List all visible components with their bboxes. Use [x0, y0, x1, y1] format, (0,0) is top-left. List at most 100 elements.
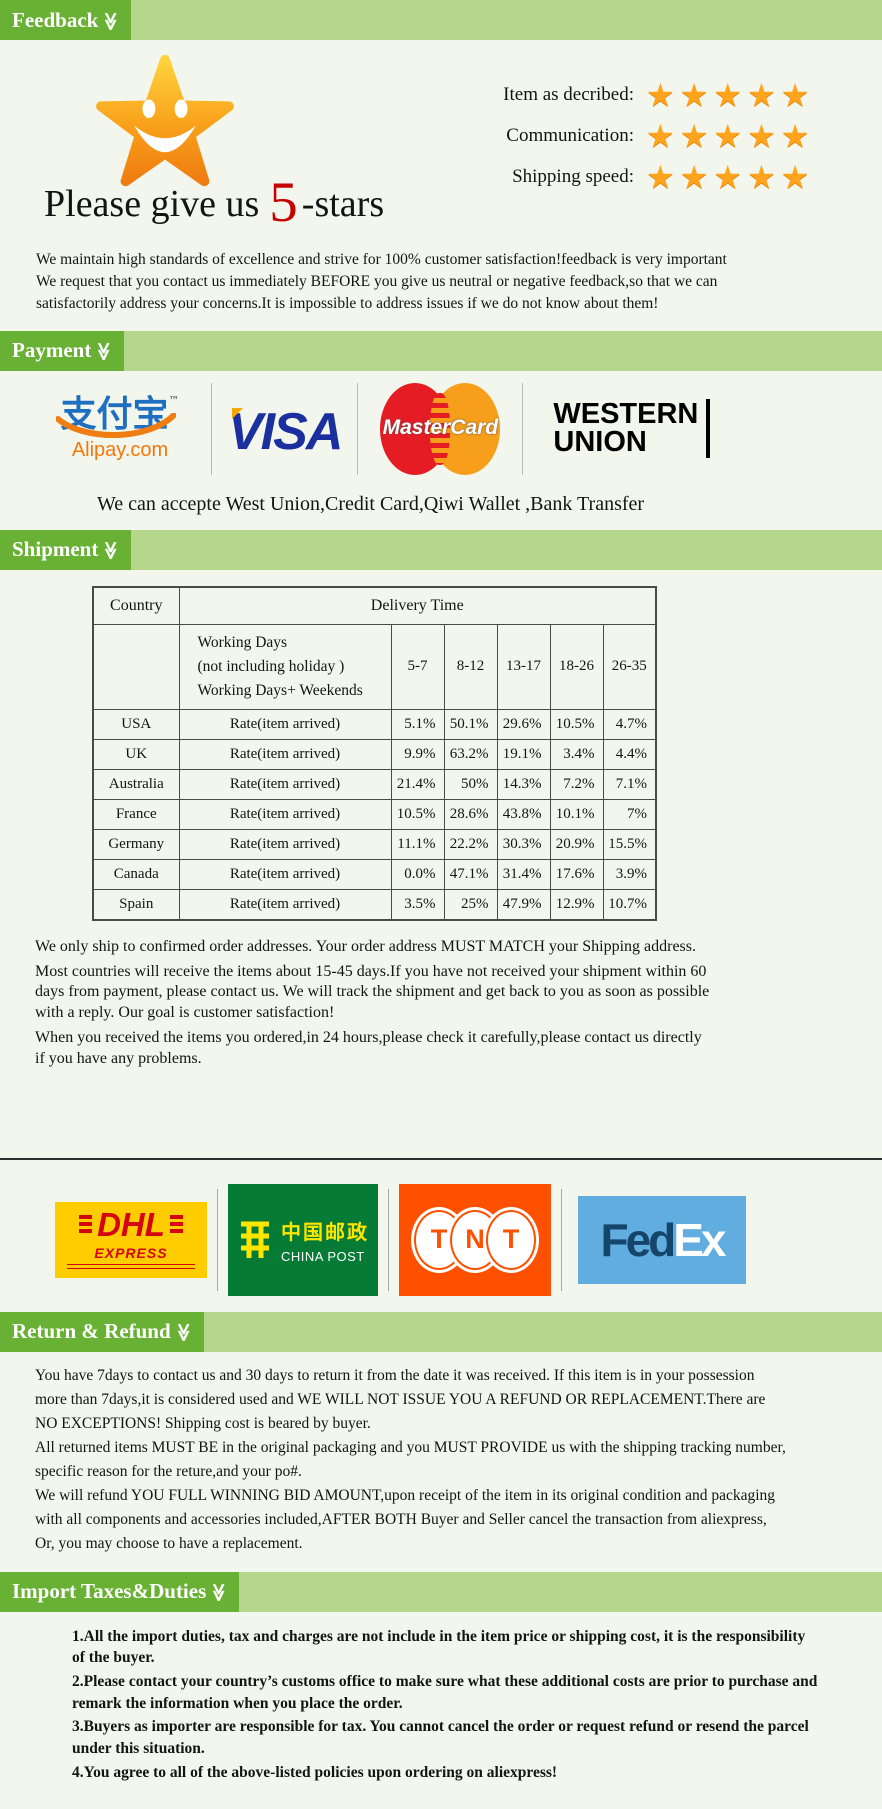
rate-value-cell: 20.9%: [549, 828, 604, 860]
shipment-header-label: Shipment ≫: [0, 529, 132, 570]
day-range-cell: 5-7: [390, 623, 445, 710]
rate-label-cell: Rate(item arrived): [178, 798, 392, 830]
rate-value-cell: 3.4%: [549, 738, 604, 770]
alipay-logo: 支付宝™ Alipay.com: [45, 395, 195, 462]
rate-value-cell: 10.5%: [390, 798, 445, 830]
chevron-down-icon: ≫: [94, 342, 115, 360]
rate-value-cell: 17.6%: [549, 858, 604, 890]
rating-label: Shipping speed:: [512, 165, 634, 187]
ratings-list: Item as decribed: ★★★★★ Communication: ★…: [452, 44, 814, 235]
country-cell: Canada: [92, 858, 180, 890]
star-rating-icons: ★★★★★: [646, 76, 815, 113]
import-taxes-item: 2.Please contact your country’s customs …: [72, 1673, 818, 1712]
return-refund-section-header: Return & Refund ≫: [0, 1311, 882, 1352]
rate-value-cell: 19.1%: [496, 738, 551, 770]
rate-label-cell: Rate(item arrived): [178, 738, 392, 770]
accepted-payments-note: We can accepte West Union,Credit Card,Qi…: [97, 492, 645, 515]
rate-value-cell: 50.1%: [443, 708, 498, 740]
return-refund-paragraphs: You have 7days to contact us and 30 days…: [35, 1364, 855, 1556]
shipment-note: We only ship to confirmed order addresse…: [35, 937, 697, 955]
fedex-fed-text: Fed: [600, 1213, 676, 1266]
divider: [357, 382, 359, 475]
mastercard-interlock: [430, 392, 451, 465]
import-taxes-item: 1.All the import duties, tax and charges…: [72, 1627, 806, 1667]
chevron-down-icon: ≫: [173, 1323, 194, 1340]
day-range-cell: 26-35: [602, 623, 657, 710]
empty-cell: [92, 623, 180, 710]
rate-value-cell: 63.2%: [443, 738, 498, 770]
shipment-section-header: Shipment ≫: [0, 529, 882, 570]
country-header-cell: Country: [92, 586, 180, 625]
table-row: Canada Rate(item arrived) 0.0% 47.1% 31.4% 17…: [92, 858, 657, 890]
payment-section-header: Payment ≫: [0, 330, 882, 371]
table-row: Australia Rate(item arrived) 21.4% 50% 14.3%…: [92, 768, 657, 800]
dhl-stripe-lines: [67, 1263, 195, 1272]
rating-row: Shipping speed: ★★★★★: [452, 156, 814, 197]
rate-value-cell: 0.0%: [390, 858, 445, 890]
rate-value-cell: 3.5%: [390, 888, 445, 921]
return-refund-header-text: Return & Refund: [12, 1319, 171, 1344]
import-taxes-section-header: Import Taxes&Duties ≫: [0, 1571, 882, 1612]
rate-value-cell: 4.7%: [602, 708, 657, 740]
western-union-logo: WESTERN UNION: [553, 398, 711, 459]
caption-number: 5: [269, 171, 298, 234]
chevron-down-icon: ≫: [101, 541, 122, 559]
rate-value-cell: 3.9%: [602, 858, 657, 890]
import-taxes-header-text: Import Taxes&Duties: [12, 1579, 207, 1604]
day-ranges: Working Days (not including holiday ) Wo…: [92, 623, 657, 710]
divider: [522, 382, 524, 475]
fedex-logo: Fed Ex: [578, 1195, 746, 1284]
feedback-header-text: Feedback: [12, 7, 99, 32]
dhl-dashes-icon: [79, 1222, 93, 1227]
rate-label-cell: Rate(item arrived): [178, 858, 392, 890]
country-cell: Australia: [92, 768, 180, 800]
china-post-english-text: CHINA POST: [281, 1248, 365, 1264]
rate-value-cell: 21.4%: [390, 768, 445, 800]
rate-value-cell: 9.9%: [390, 738, 445, 770]
courier-logos-row: DHL EXPRESS 中国邮政 CHINA POST T N T Fed Ex: [0, 1160, 882, 1312]
chevron-down-icon: ≫: [101, 11, 122, 29]
table-row: USA Rate(item arrived) 5.1% 50.1% 29.6% 10.5%…: [92, 708, 657, 740]
rate-value-cell: 7.1%: [602, 768, 657, 800]
working-days-cell: Working Days (not including holiday ) Wo…: [178, 623, 392, 710]
caption-suffix: -stars: [301, 183, 385, 225]
rate-value-cell: 11.1%: [390, 828, 445, 860]
rate-label-cell: Rate(item arrived): [178, 768, 392, 800]
payment-header-text: Payment: [12, 338, 92, 363]
rate-value-cell: 30.3%: [496, 828, 551, 860]
caption-prefix: Please give us: [44, 183, 260, 225]
rate-value-cell: 22.2%: [443, 828, 498, 860]
country-cell: Germany: [92, 828, 180, 860]
mastercard-wordmark: MasterCard: [382, 415, 499, 439]
country-cell: Spain: [92, 888, 180, 921]
china-post-emblem-icon: [241, 1221, 269, 1258]
shipment-note: Most countries will receive the items ab…: [35, 962, 710, 1022]
payment-logos-row: 支付宝™ Alipay.com VISA MasterCard WESTERN …: [0, 371, 882, 481]
dhl-text: DHL: [97, 1205, 165, 1243]
dhl-dashes-icon: [169, 1222, 183, 1227]
visa-logo: VISA: [228, 396, 343, 462]
return-refund-paragraph: You have 7days to contact us and 30 days…: [35, 1366, 766, 1432]
chevron-down-icon: ≫: [209, 1583, 230, 1601]
feedback-body: Please give us 5 -stars Item as decribed: …: [0, 40, 882, 235]
divider: [388, 1188, 389, 1291]
china-post-logo: 中国邮政 CHINA POST: [228, 1183, 378, 1296]
feedback-section-header: Feedback ≫: [0, 0, 882, 40]
feedback-header-label: Feedback ≫: [0, 0, 132, 40]
rate-label-cell: Rate(item arrived): [178, 708, 392, 740]
horizontal-divider: [0, 1157, 882, 1160]
import-taxes-header-label: Import Taxes&Duties ≫: [0, 1571, 240, 1612]
western-union-line2: UNION: [553, 425, 647, 458]
star-rating-icons: ★★★★★: [646, 158, 815, 195]
payment-header-label: Payment ≫: [0, 330, 125, 371]
rate-value-cell: 10.7%: [602, 888, 657, 921]
divider: [211, 382, 212, 475]
china-post-text-block: 中国邮政 CHINA POST: [281, 1216, 369, 1264]
rate-value-cell: 15.5%: [602, 828, 657, 860]
country-cell: UK: [92, 738, 180, 770]
tnt-circle-letter: T: [488, 1211, 534, 1268]
western-union-line1: WESTERN: [553, 398, 699, 431]
rate-value-cell: 50%: [443, 768, 498, 800]
table-row: UK Rate(item arrived) 9.9% 63.2% 19.1% 3.4% 4.…: [92, 738, 657, 770]
day-range-cell: 13-17: [496, 623, 551, 710]
